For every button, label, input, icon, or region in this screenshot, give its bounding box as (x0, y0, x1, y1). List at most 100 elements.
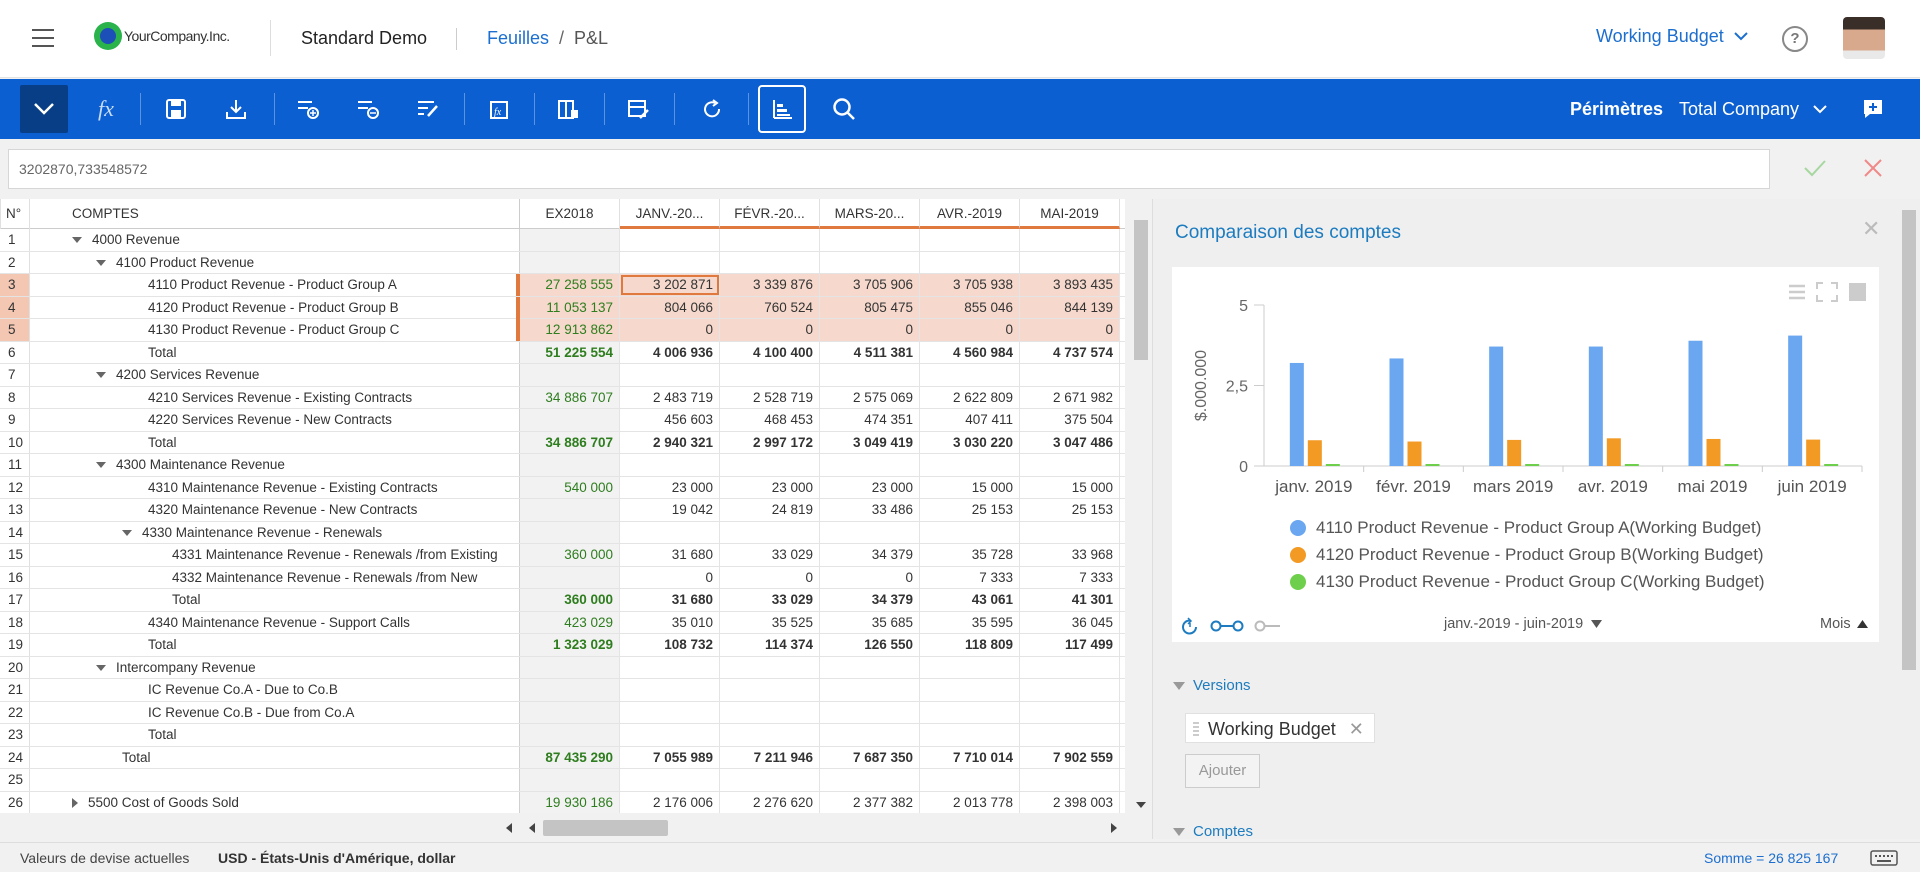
row-number[interactable]: 24 (0, 746, 30, 768)
data-cell[interactable]: 27 258 555 (520, 274, 620, 296)
data-cell[interactable] (1020, 454, 1120, 476)
account-cell[interactable]: Intercompany Revenue (30, 656, 520, 678)
scope-selector[interactable]: Total Company (1679, 99, 1827, 120)
data-cell[interactable]: 468 453 (720, 409, 820, 431)
data-cell[interactable]: 34 886 707 (520, 386, 620, 408)
data-cell[interactable] (820, 701, 920, 723)
data-cell[interactable] (520, 656, 620, 678)
data-cell[interactable]: 4 737 574 (1020, 341, 1120, 363)
data-cell[interactable]: 4 511 381 (820, 341, 920, 363)
data-cell[interactable]: 0 (820, 319, 920, 341)
data-cell[interactable]: 407 411 (920, 409, 1020, 431)
data-cell[interactable]: 33 029 (720, 589, 820, 611)
data-cell[interactable]: 456 603 (620, 409, 720, 431)
data-cell[interactable]: 360 000 (520, 589, 620, 611)
data-cell[interactable]: 2 671 982 (1020, 386, 1120, 408)
account-cell[interactable]: 4100 Product Revenue (30, 251, 520, 273)
account-cell[interactable]: 4340 Maintenance Revenue - Support Calls (30, 611, 520, 633)
collapse-icon[interactable] (96, 462, 106, 469)
refresh-icon[interactable] (688, 85, 736, 133)
data-cell[interactable] (720, 364, 820, 386)
account-cell[interactable]: 4331 Maintenance Revenue - Renewals /fro… (30, 544, 520, 566)
data-cell[interactable]: 2 176 006 (620, 791, 720, 813)
data-cell[interactable] (820, 679, 920, 701)
account-cell[interactable]: Total (30, 746, 520, 768)
data-cell[interactable]: 34 379 (820, 544, 920, 566)
data-cell[interactable] (720, 679, 820, 701)
data-cell[interactable]: 2 575 069 (820, 386, 920, 408)
account-cell[interactable]: Total (30, 431, 520, 453)
data-cell[interactable] (720, 769, 820, 791)
data-cell[interactable] (620, 454, 720, 476)
data-cell[interactable]: 4 100 400 (720, 341, 820, 363)
row-number[interactable]: 25 (0, 769, 30, 791)
data-cell[interactable] (820, 521, 920, 543)
data-cell[interactable]: 118 809 (920, 634, 1020, 656)
data-cell[interactable]: 0 (920, 319, 1020, 341)
data-cell[interactable]: 0 (820, 566, 920, 588)
edit-rows-icon[interactable] (404, 85, 452, 133)
row-number[interactable]: 11 (0, 454, 30, 476)
account-cell[interactable]: IC Revenue Co.B - Due from Co.A (30, 701, 520, 723)
data-cell[interactable]: 7 055 989 (620, 746, 720, 768)
data-cell[interactable]: 4 560 984 (920, 341, 1020, 363)
col-header-2[interactable]: FÉVR.-20... (720, 199, 820, 229)
data-cell[interactable] (820, 656, 920, 678)
comment-add-icon[interactable] (1862, 98, 1884, 125)
add-version-button[interactable]: Ajouter (1185, 754, 1260, 788)
data-cell[interactable] (1020, 769, 1120, 791)
account-cell[interactable]: 4330 Maintenance Revenue - Renewals (30, 521, 520, 543)
remove-tag-icon[interactable]: ✕ (1348, 719, 1364, 739)
data-cell[interactable] (920, 679, 1020, 701)
data-cell[interactable] (1020, 364, 1120, 386)
chart-panel-button[interactable] (758, 85, 806, 133)
breadcrumb-link-feuilles[interactable]: Feuilles (487, 28, 550, 48)
data-cell[interactable] (520, 251, 620, 273)
data-cell[interactable] (1020, 656, 1120, 678)
row-number[interactable]: 20 (0, 656, 30, 678)
data-cell[interactable]: 114 374 (720, 634, 820, 656)
data-cell[interactable] (1020, 679, 1120, 701)
data-cell[interactable]: 2 997 172 (720, 431, 820, 453)
data-cell[interactable] (620, 656, 720, 678)
data-cell[interactable] (620, 521, 720, 543)
account-cell[interactable]: IC Revenue Co.A - Due to Co.B (30, 679, 520, 701)
data-cell[interactable]: 12 913 862 (520, 319, 620, 341)
data-cell[interactable]: 474 351 (820, 409, 920, 431)
data-cell[interactable]: 25 153 (1020, 499, 1120, 521)
accounts-section-toggle[interactable]: Comptes (1173, 823, 1253, 840)
data-cell[interactable]: 3 202 871 (620, 274, 720, 296)
row-number[interactable]: 23 (0, 724, 30, 746)
col-header-0[interactable]: EX2018 (520, 199, 620, 229)
data-cell[interactable]: 0 (620, 319, 720, 341)
data-cell[interactable]: 7 211 946 (720, 746, 820, 768)
row-number[interactable]: 18 (0, 611, 30, 633)
col-header-accounts[interactable]: COMPTES (30, 199, 520, 229)
row-number[interactable]: 15 (0, 544, 30, 566)
data-cell[interactable]: 805 475 (820, 296, 920, 318)
data-cell[interactable]: 2 377 382 (820, 791, 920, 813)
data-cell[interactable]: 33 029 (720, 544, 820, 566)
cancel-icon[interactable] (1863, 158, 1883, 183)
data-cell[interactable]: 33 968 (1020, 544, 1120, 566)
account-cell[interactable]: Total (30, 634, 520, 656)
data-cell[interactable]: 25 153 (920, 499, 1020, 521)
data-cell[interactable] (1020, 701, 1120, 723)
avatar[interactable] (1843, 17, 1885, 59)
version-selector[interactable]: Working Budget (1596, 26, 1748, 47)
panel-scroll-thumb[interactable] (1902, 210, 1916, 670)
row-number[interactable]: 8 (0, 386, 30, 408)
data-cell[interactable] (720, 454, 820, 476)
data-cell[interactable] (820, 251, 920, 273)
data-cell[interactable] (520, 521, 620, 543)
data-cell[interactable]: 7 902 559 (1020, 746, 1120, 768)
insert-row-icon[interactable] (284, 85, 332, 133)
row-number[interactable]: 19 (0, 634, 30, 656)
account-cell[interactable]: 4320 Maintenance Revenue - New Contracts (30, 499, 520, 521)
row-number[interactable]: 12 (0, 476, 30, 498)
row-number[interactable]: 3 (0, 274, 30, 296)
row-number[interactable]: 17 (0, 589, 30, 611)
data-cell[interactable] (520, 454, 620, 476)
panel-close-icon[interactable]: ✕ (1862, 216, 1881, 241)
range-slider-icon[interactable] (1210, 619, 1285, 638)
